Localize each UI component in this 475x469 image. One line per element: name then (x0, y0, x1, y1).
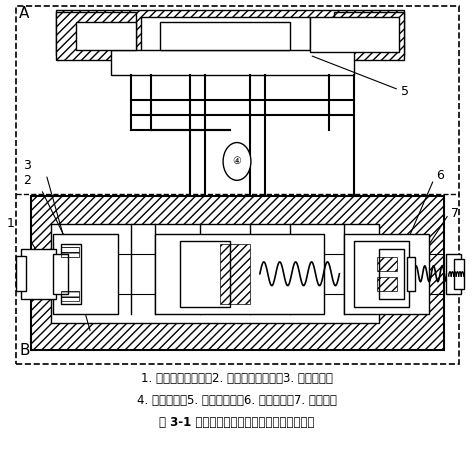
Bar (155, 234, 324, 314)
Bar (31, 196, 444, 350)
Bar (334, 12, 404, 60)
Text: ④: ④ (233, 157, 241, 166)
Bar (446, 254, 461, 294)
Bar (407, 257, 415, 291)
Bar (379, 249, 404, 299)
Bar (56, 12, 135, 60)
Bar (180, 241, 230, 307)
Text: 5: 5 (401, 85, 409, 98)
Bar (53, 234, 118, 314)
Bar (454, 259, 464, 289)
Bar (310, 17, 399, 52)
Bar (51, 224, 379, 324)
Bar (56, 12, 135, 60)
Bar (220, 244, 250, 303)
Bar (377, 257, 397, 271)
Bar (141, 17, 310, 52)
Bar (377, 277, 397, 291)
Bar (21, 249, 56, 299)
Text: 3: 3 (23, 159, 31, 173)
Text: 7: 7 (451, 207, 459, 220)
Text: A: A (19, 7, 29, 22)
Bar (56, 10, 404, 55)
Ellipse shape (223, 143, 251, 180)
Text: 4. 冲击活塞，5. 高压蓄能器，6. 先导阀体，7. 先导阀芯: 4. 冲击活塞，5. 高压蓄能器，6. 先导阀体，7. 先导阀芯 (137, 393, 337, 407)
Bar (16, 256, 26, 291)
Bar (344, 234, 429, 314)
Text: 1. 配流阀换向阀芯，2. 配流阀换向阀体，3. 冲击器机体: 1. 配流阀换向阀芯，2. 配流阀换向阀体，3. 冲击器机体 (141, 371, 333, 385)
Bar (16, 7, 459, 364)
Bar (161, 22, 290, 50)
Text: 1: 1 (6, 217, 14, 230)
Text: B: B (19, 343, 30, 358)
Bar (334, 12, 404, 60)
Bar (61, 247, 79, 257)
Text: 2: 2 (23, 174, 31, 187)
Bar (354, 241, 409, 307)
Text: 图 3-1 压力反馈式液压冲击器基本原理结构图: 图 3-1 压力反馈式液压冲击器基本原理结构图 (159, 416, 315, 430)
Bar (53, 254, 68, 294)
Bar (76, 22, 135, 50)
Bar (61, 291, 79, 301)
Text: 6: 6 (436, 169, 444, 182)
Bar (111, 50, 354, 75)
Bar (61, 244, 81, 303)
